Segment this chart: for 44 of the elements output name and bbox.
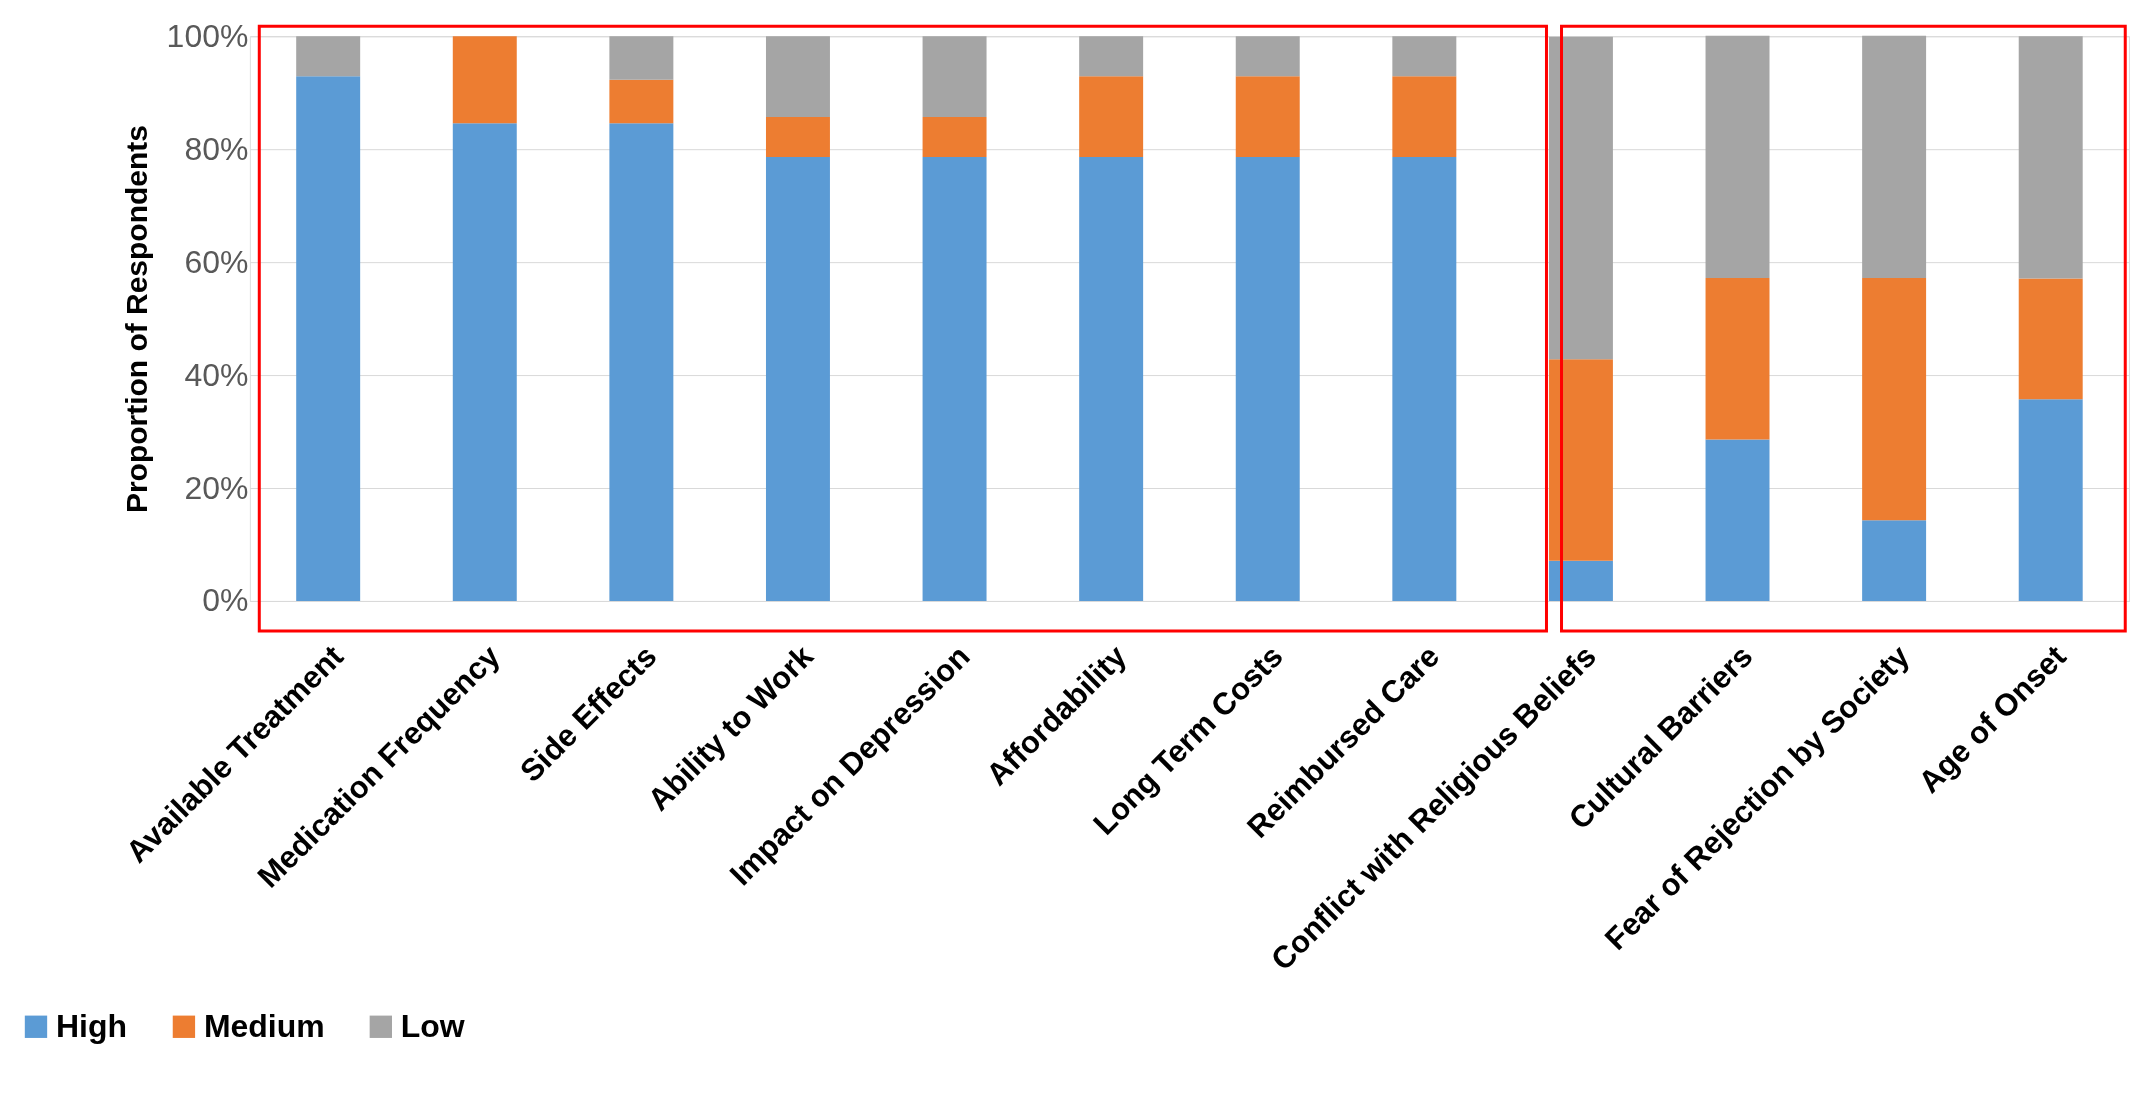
bar	[1079, 76, 1144, 158]
bar	[1235, 76, 1300, 158]
bar	[1548, 560, 1613, 601]
y-tick-label: 0%	[202, 582, 249, 619]
bar	[1705, 277, 1770, 440]
bar	[1862, 520, 1927, 601]
bar	[452, 123, 517, 601]
bar	[1079, 157, 1144, 601]
bar	[1392, 76, 1457, 158]
bar	[452, 36, 517, 124]
bar	[1392, 157, 1457, 601]
legend-label: High	[55, 1007, 128, 1044]
bar	[1079, 36, 1144, 77]
y-tick-label: 100%	[166, 17, 249, 54]
bar	[609, 36, 674, 80]
bar	[922, 116, 987, 158]
legend-label: Low	[400, 1007, 465, 1044]
y-tick-label: 80%	[184, 130, 249, 167]
bar	[1235, 157, 1300, 601]
bar	[1862, 35, 1927, 278]
bar	[1862, 277, 1927, 521]
legend-label: Medium	[203, 1007, 325, 1044]
y-tick-label: 20%	[184, 469, 249, 506]
y-axis-title: Proportion of Respondents	[119, 125, 153, 514]
bar	[609, 79, 674, 124]
bar	[922, 157, 987, 601]
y-tick-label: 40%	[184, 356, 249, 393]
bar	[609, 123, 674, 601]
bar	[2018, 399, 2083, 601]
bar	[296, 36, 361, 77]
bar	[2018, 278, 2083, 400]
bar	[1392, 36, 1457, 77]
bar	[765, 116, 830, 158]
bar	[765, 36, 830, 117]
bar	[2018, 36, 2083, 279]
bar	[1705, 35, 1770, 278]
bar	[922, 36, 987, 117]
bar	[1705, 439, 1770, 601]
bar	[1548, 36, 1613, 360]
y-tick-label: 60%	[184, 243, 249, 280]
bar	[1548, 359, 1613, 561]
bar	[765, 157, 830, 601]
bar	[1235, 36, 1300, 77]
bar	[296, 76, 361, 601]
